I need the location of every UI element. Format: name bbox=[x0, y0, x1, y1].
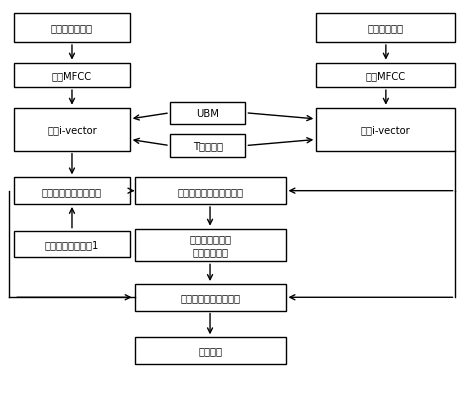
Bar bbox=[135, 284, 286, 311]
Text: 局部加权线性鉴权分析: 局部加权线性鉴权分析 bbox=[180, 292, 240, 303]
Bar bbox=[14, 63, 130, 88]
Text: 增加待识别振源
近邻样本权值: 增加待识别振源 近邻样本权值 bbox=[189, 234, 231, 257]
Bar bbox=[316, 108, 455, 151]
Text: UBM: UBM bbox=[196, 108, 219, 119]
Bar bbox=[316, 63, 455, 88]
Text: 提取MFCC: 提取MFCC bbox=[52, 71, 92, 81]
Bar bbox=[14, 231, 130, 258]
Bar bbox=[135, 229, 286, 262]
Bar bbox=[316, 13, 455, 43]
Bar bbox=[135, 337, 286, 364]
Text: 提取i-vector: 提取i-vector bbox=[47, 125, 97, 135]
Bar bbox=[170, 102, 245, 125]
Bar bbox=[135, 178, 286, 204]
Bar bbox=[14, 178, 130, 204]
Text: 局部加权线性鉴别分析: 局部加权线性鉴别分析 bbox=[42, 186, 102, 196]
Text: T空间矩阵: T空间矩阵 bbox=[193, 141, 223, 151]
Bar bbox=[14, 108, 130, 151]
Text: 待训练振源样本: 待训练振源样本 bbox=[51, 23, 93, 33]
Bar bbox=[14, 13, 130, 43]
Text: 确定待识别语音近邻样本: 确定待识别语音近邻样本 bbox=[177, 186, 243, 196]
Text: 测试振源样本: 测试振源样本 bbox=[368, 23, 404, 33]
Text: 初始化所有权值为1: 初始化所有权值为1 bbox=[45, 239, 99, 249]
Text: 提取i-vector: 提取i-vector bbox=[361, 125, 411, 135]
Text: 判断结果: 判断结果 bbox=[198, 346, 222, 356]
Text: 提取MFCC: 提取MFCC bbox=[366, 71, 406, 81]
Bar bbox=[170, 135, 245, 157]
